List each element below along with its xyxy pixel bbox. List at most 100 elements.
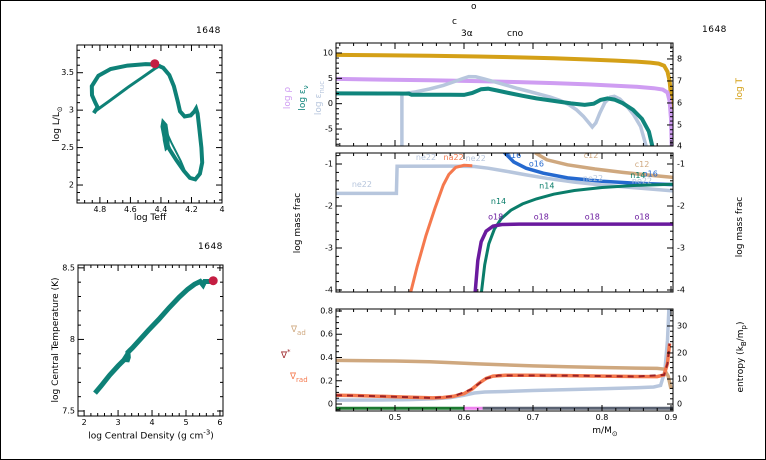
curve-label-o18: o18 [534,212,549,221]
curve-label-na22: na22 [444,153,464,162]
curve-label-n14: n14 [630,171,645,180]
series-grad-star [336,343,671,399]
y-tick-label: 2.5 [61,143,74,152]
y-tick-label: 8 [70,335,75,344]
series-evolution-track [89,62,205,182]
y-tick-label: -2 [325,201,333,210]
y-tick-label: 10 [323,48,333,57]
x-tick-label: 0.8 [596,413,609,422]
profile-x-title-sub: ⊙ [611,429,618,438]
burn-tag-oxygen: o [471,2,477,12]
series-log-eps-nu [336,86,655,146]
x-tick-label: 4 [219,205,224,214]
y-tick-label: 5 [328,74,333,83]
y2-tick-label: 8 [677,54,682,63]
hr-x-axis-title: log Teff [133,213,167,223]
current-model-dot [208,276,218,286]
y-tick-label: 0.2 [320,376,333,385]
y-tick-label: 0.8 [320,306,333,315]
series-log-rho [336,76,673,146]
x-tick-label: 4.2 [185,205,198,214]
trho-x-title-end: ) [210,431,214,442]
y2-tick-label: -4 [677,285,685,294]
y-tick-label: -3 [325,243,333,252]
y2-tick-label: 10 [677,375,687,384]
eps-nu-axis-title: log εν [298,85,310,110]
y-tick-label: 8.5 [62,263,75,272]
y2-tick-label: 5 [677,120,682,129]
curve-label-o18: o18 [634,212,649,221]
logrho-axis-title: log ρ [283,86,293,110]
series-tc-rhoc-track [93,278,214,395]
hr-diagram-frame [76,44,223,204]
series-o16 [502,153,673,187]
x-tick-label: 2 [82,418,87,427]
y2-tick-label: 7 [677,76,682,85]
current-model-dot [150,59,160,69]
x-tick-label: 3 [116,418,121,427]
series-entropy [336,309,671,402]
trho-x-title-text: log Central Density (g cm [88,431,204,442]
curve-label-o16: o16 [529,160,544,169]
grad-rad-symbol: ∇ [290,372,297,382]
curve-label-o18: o18 [488,212,503,221]
grad-rad-label: ∇rad [290,372,308,384]
curve-label-c12: c12 [635,160,650,169]
grad-ad-sub: ad [297,328,306,337]
series-n14 [479,182,673,292]
burn-tag-cno: cno [507,29,524,39]
y-tick-label: -4 [325,285,333,294]
series-ne22 [336,164,673,196]
logT-axis-title: log T [735,77,745,101]
x-tick-label: 4 [149,418,154,427]
y2-tick-label: -2 [677,201,685,210]
hr-model-number: 1648 [196,26,221,36]
profile-grad: 0.5 0.6 0.7 0.8 0.9 0 0.2 0.4 0.6 0.8 0 10 20 30 [320,306,687,422]
curve-label-o16: o16 [506,151,521,160]
series-c12 [534,153,673,180]
eps-nuc-title-sub: nuc [317,80,326,94]
profile-grad-frame [335,308,674,412]
massfrac-right-axis-title: log mass frac [735,196,745,258]
y-tick-label: 0 [328,400,333,409]
y-tick-label: -5 [325,125,333,134]
entropy-title-end: ) [736,321,747,326]
y2-tick-label: 30 [677,321,687,330]
t-rho-frame [77,264,224,417]
massfrac-left-axis-title: log mass frac [293,192,303,254]
curve-label-ne22: ne22 [632,177,652,186]
entropy-title-mid: /m [736,329,747,342]
x-tick-label: 0.7 [527,413,540,422]
grad-ad-label: ∇ad [291,325,306,337]
series-o18 [473,222,673,292]
grad-star-symbol: ∇ [281,351,288,361]
curve-label-n14: n14 [539,181,554,190]
trho-model-number: 1648 [198,242,223,252]
eps-nuc-axis-title: log εnuc [314,81,326,115]
profile-x-axis-title: m/M⊙ [592,426,617,438]
x-tick-label: 6 [217,418,222,427]
curve-label-ne22: ne22 [583,174,603,183]
series-grad-ad [336,358,673,390]
y-tick-label: 3 [69,106,74,115]
eps-nuc-title-text: log ε [314,93,325,116]
series-evolution-track-loop [162,124,186,171]
y-tick-label: 0.4 [320,353,333,362]
x-tick-label: 4.4 [155,205,168,214]
grad-star-sup: * [287,348,291,356]
y-tick-label: 7.5 [62,406,75,415]
trho-x-title-sup: -3 [203,428,211,437]
trho-x-axis-title: log Central Density (g cm-3) [88,429,214,442]
x-tick-label: 4.8 [94,205,107,214]
hr-y-axis-title: log L/L⊙ [52,106,64,142]
burn-tag-carbon: c [452,17,457,27]
eps-nu-title-sub: ν [301,85,310,90]
grad-star-label: ∇* [281,348,291,361]
curve-label-c12: c12 [584,151,599,160]
x-tick-label: 0.5 [389,413,402,422]
x-tick-label: 0.9 [665,413,678,422]
y2-tick-label: -1 [677,160,685,169]
series-na22 [409,163,473,292]
